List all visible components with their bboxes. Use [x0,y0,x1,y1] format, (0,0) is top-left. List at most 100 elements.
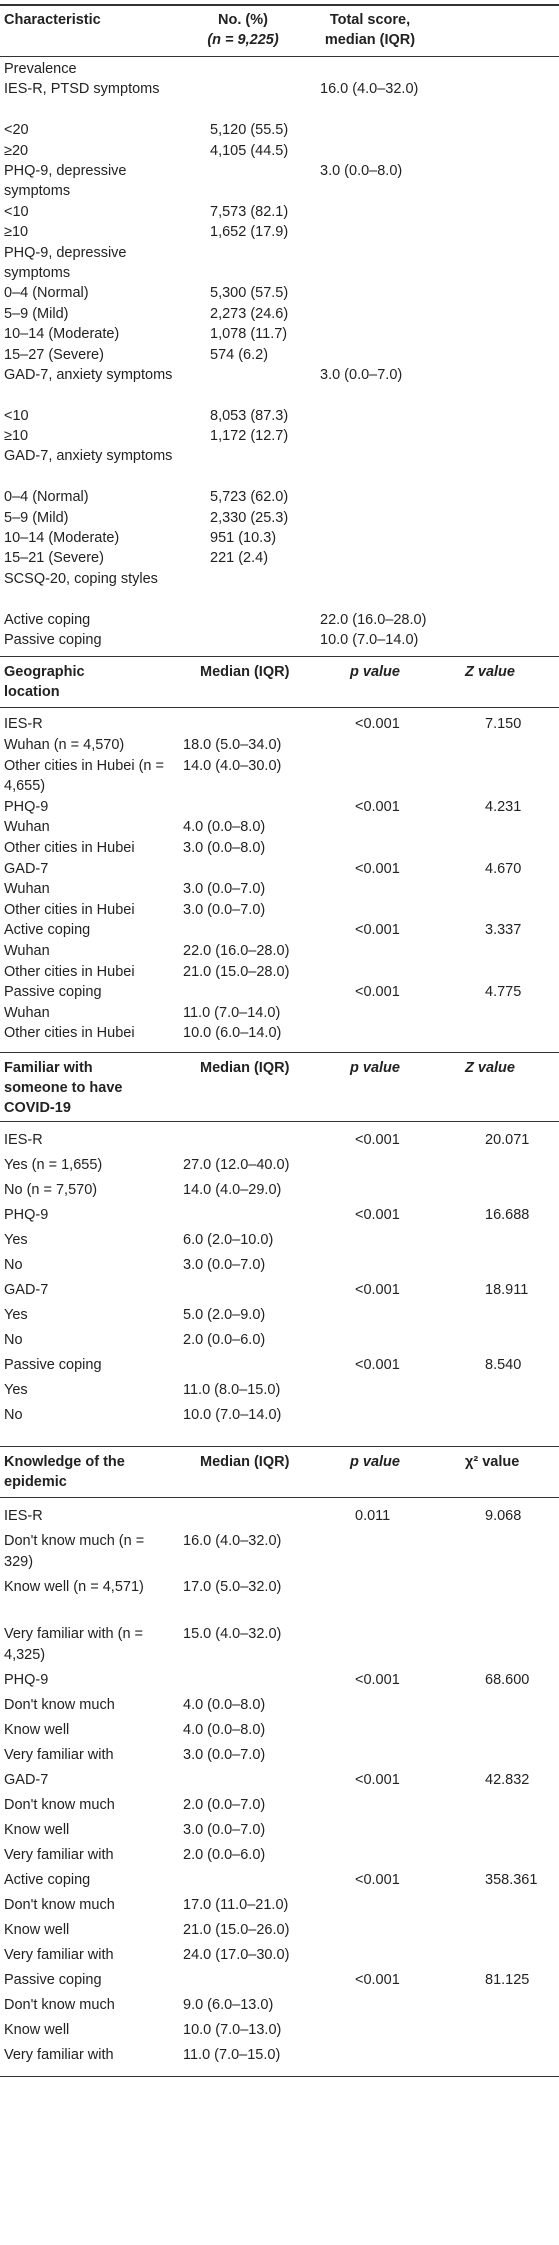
table-row: IES-R 0.011 9.068 [0,1506,559,1531]
row-label: Don't know much [4,1797,115,1814]
table-row: GAD-7 <0.001 4.670 [0,859,559,880]
table-row: Yes (n = 1,655) 27.0 (12.0–40.0) [0,1155,559,1180]
row-p-value: <0.001 [355,1872,400,1889]
table-row: Yes 11.0 (8.0–15.0) [0,1380,559,1405]
row-label: PHQ-9 [4,1206,49,1223]
row-value: 1,078 (11.7) [210,326,288,343]
row-p-value: 10.0 (7.0–14.0) [320,632,419,649]
table-row: Wuhan (n = 4,570) 18.0 (5.0–34.0) [0,735,559,756]
row-label: Very familiar with [4,1847,114,1864]
row-label: GAD-7 [4,860,49,877]
row-label: Wuhan (n = 4,570) [4,737,125,754]
row-p-value: 22.0 (16.0–28.0) [320,611,427,628]
table-row: Don't know much 4.0 (0.0–8.0) [0,1695,559,1720]
table-row: No 3.0 (0.0–7.0) [0,1255,559,1280]
row-p-value: 3.0 (0.0–8.0) [320,162,403,179]
table-row: Active coping 22.0 (16.0–28.0) [0,610,559,630]
row-stat-value: 358.361 [485,1872,538,1889]
table-row: Very familiar with 11.0 (7.0–15.0) [0,2045,559,2070]
row-p-value: <0.001 [355,860,400,877]
row-label: Active coping [4,1872,91,1889]
table-row: 10–14 (Moderate) 1,078 (11.7) [0,324,559,344]
table-section-familiar: Familiar with someone to have COVID-19 M… [0,1051,559,1430]
table-row: 5–9 (Mild) 2,330 (25.3) [0,508,559,528]
table-row: GAD-7 <0.001 42.832 [0,1770,559,1795]
header-familiar: Familiar with [4,1059,93,1076]
row-label: Know well [4,1722,70,1739]
table-row: Passive coping <0.001 8.540 [0,1355,559,1380]
header-z-value: Z value [465,1059,515,1076]
header-p-value: p value [350,1059,400,1076]
table-row: Know well 10.0 (7.0–13.0) [0,2020,559,2045]
table-row: Know well (n = 4,571) 17.0 (5.0–32.0) [0,1577,559,1624]
row-label: Yes [4,1306,28,1323]
table-row: <20 5,120 (55.5) [0,120,559,140]
row-value: 16.0 (4.0–32.0) [183,1532,282,1549]
row-label: Know well (n = 4,571) [4,1579,144,1596]
row-label: Other cities in Hubei (n = 4,655) [4,757,164,795]
row-p-value: <0.001 [355,1672,400,1689]
table-row: 5–9 (Mild) 2,273 (24.6) [0,304,559,324]
row-value: 22.0 (16.0–28.0) [183,942,290,959]
table-row: No 10.0 (7.0–14.0) [0,1405,559,1430]
row-label: No [4,1256,23,1273]
table-row: Know well 4.0 (0.0–8.0) [0,1720,559,1745]
row-label: GAD-7, anxiety symptoms [4,448,173,465]
table-row: PHQ-9 <0.001 68.600 [0,1670,559,1695]
row-value: 4.0 (0.0–8.0) [183,819,266,836]
table-row: Passive coping 10.0 (7.0–14.0) [0,630,559,650]
header-knowledge: Knowledge of the [4,1453,125,1470]
header-count-n: (n = 9,225) [207,32,279,48]
row-p-value: <0.001 [355,716,400,733]
table-row: Wuhan 3.0 (0.0–7.0) [0,879,559,900]
row-label: Wuhan [4,881,50,898]
row-label: GAD-7, anxiety symptoms [4,366,173,383]
row-p-value: <0.001 [355,1131,400,1148]
row-label: Don't know much (n = 329) [4,1532,145,1571]
table-row: IES-R <0.001 20.071 [0,1130,559,1155]
table-header: Geographic location Median (IQR) p value… [0,657,559,709]
row-p-value: <0.001 [355,984,400,1001]
row-label: Passive coping [4,1356,102,1373]
row-value: 21.0 (15.0–28.0) [183,963,290,980]
row-label: Active coping [4,922,91,939]
row-stat-value: 16.688 [485,1206,530,1223]
header-someone: someone to have [4,1079,123,1096]
row-label: Know well [4,1922,70,1939]
table-section-knowledge: Knowledge of the epidemic Median (IQR) p… [0,1445,559,2078]
table-row: Prevalence [0,59,559,79]
row-label: Know well [4,1822,70,1839]
table-row: Passive coping <0.001 4.775 [0,982,559,1003]
row-label: Very familiar with (n = 4,325) [4,1625,144,1664]
row-label: IES-R [4,1131,43,1148]
row-value: 18.0 (5.0–34.0) [183,737,282,754]
header-characteristic: Characteristic [4,12,101,28]
row-p-value: 3.0 (0.0–7.0) [320,366,403,383]
table-row: Don't know much 2.0 (0.0–7.0) [0,1795,559,1820]
table-header: Familiar with someone to have COVID-19 M… [0,1053,559,1122]
table-row: Wuhan 11.0 (7.0–14.0) [0,1003,559,1024]
row-value: 4.0 (0.0–8.0) [183,1697,266,1714]
header-covid: COVID-19 [4,1099,71,1116]
table-row: Yes 5.0 (2.0–9.0) [0,1305,559,1330]
row-p-value: <0.001 [355,1356,400,1373]
row-value: 6.0 (2.0–10.0) [183,1231,274,1248]
table-row: Don't know much 17.0 (11.0–21.0) [0,1895,559,1920]
row-label: <10 [4,407,29,424]
row-value: 5.0 (2.0–9.0) [183,1306,266,1323]
row-value: 10.0 (7.0–14.0) [183,1406,282,1423]
row-value: 2.0 (0.0–6.0) [183,1847,266,1864]
row-value: 8,053 (87.3) [210,407,289,424]
row-label: Active coping [4,611,91,628]
row-label: Very familiar with [4,1747,114,1764]
row-value: 1,172 (12.7) [210,428,289,445]
row-value: 11.0 (8.0–15.0) [183,1381,281,1398]
row-value: 3.0 (0.0–7.0) [183,1822,266,1839]
row-value: 5,300 (57.5) [210,285,289,302]
table-body: Prevalence IES-R, PTSD symptoms 16.0 (4.0–… [0,57,559,650]
row-label: 10–14 (Moderate) [4,326,120,343]
table-row: 15–27 (Severe) 574 (6.2) [0,345,559,365]
row-value: 3.0 (0.0–7.0) [183,901,266,918]
row-label: No (n = 7,570) [4,1181,98,1198]
table-row: 10–14 (Moderate) 951 (10.3) [0,528,559,548]
